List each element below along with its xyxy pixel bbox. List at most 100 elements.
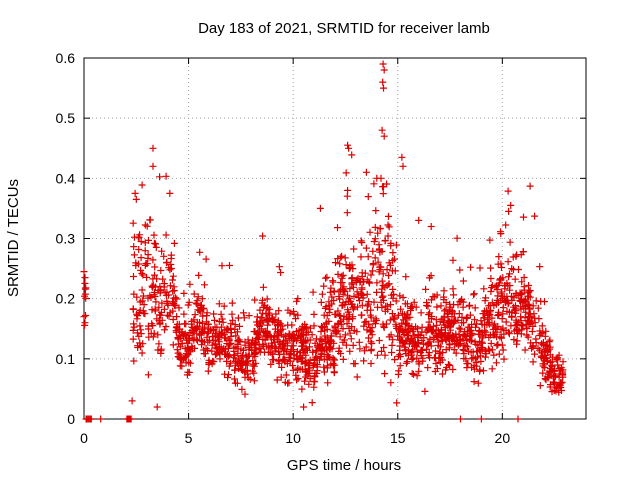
data-point	[218, 346, 226, 354]
data-point	[371, 223, 379, 231]
data-point	[464, 360, 472, 367]
data-point	[486, 236, 494, 244]
data-point	[367, 345, 375, 353]
data-point	[497, 276, 505, 284]
data-point	[478, 328, 486, 336]
data-point	[301, 377, 309, 385]
data-point	[519, 299, 527, 307]
data-point	[134, 342, 142, 350]
data-point	[506, 286, 514, 294]
data-point	[465, 336, 473, 344]
data-point	[324, 379, 332, 387]
data-point	[456, 266, 464, 274]
data-point	[437, 302, 445, 310]
data-point	[277, 373, 285, 381]
x-axis-label: GPS time / hours	[287, 457, 401, 474]
data-point	[135, 332, 143, 340]
data-point	[129, 335, 137, 343]
data-point	[414, 325, 422, 333]
data-point	[223, 340, 231, 348]
data-point	[127, 415, 135, 423]
data-point	[204, 367, 212, 375]
x-tick-label: 0	[80, 430, 88, 446]
data-point	[190, 290, 198, 298]
data-point	[361, 318, 369, 326]
data-point	[153, 403, 161, 411]
data-point	[350, 292, 358, 300]
y-tick-label: 0.2	[56, 291, 76, 307]
data-point	[161, 326, 168, 334]
data-point	[538, 352, 546, 360]
data-point	[332, 259, 339, 267]
data-point	[491, 331, 499, 339]
data-point	[499, 304, 507, 312]
data-point	[555, 373, 563, 381]
data-point	[498, 334, 505, 342]
data-point	[211, 316, 218, 324]
data-point	[249, 336, 256, 344]
data-point	[306, 324, 314, 332]
data-point	[353, 288, 361, 296]
data-point	[392, 320, 400, 328]
y-axis-label: SRMTID / TECUs	[5, 179, 22, 297]
data-point	[548, 388, 556, 396]
data-point	[328, 345, 336, 353]
data-point	[521, 346, 529, 354]
data-point	[370, 298, 378, 306]
data-point	[467, 327, 475, 335]
data-point	[157, 345, 165, 353]
data-point	[549, 353, 557, 361]
data-point	[445, 307, 453, 315]
data-point	[320, 311, 328, 319]
data-point	[157, 267, 165, 274]
data-point	[366, 311, 374, 319]
data-point	[143, 273, 151, 281]
data-point	[318, 324, 326, 332]
data-point	[181, 345, 189, 352]
data-point	[362, 343, 370, 351]
data-point	[262, 310, 270, 318]
data-point	[540, 357, 548, 365]
data-point	[335, 347, 343, 355]
data-point	[336, 295, 344, 303]
data-point	[149, 322, 157, 330]
data-point	[131, 189, 139, 197]
data-point	[528, 328, 536, 335]
data-point	[458, 319, 466, 327]
data-point	[293, 376, 301, 384]
data-point	[393, 399, 401, 407]
data-point	[476, 264, 484, 272]
data-point	[492, 359, 500, 367]
data-point	[385, 223, 393, 231]
data-point	[459, 346, 467, 354]
data-point	[394, 332, 402, 340]
data-point	[232, 343, 240, 351]
data-point	[146, 292, 154, 300]
data-point	[226, 262, 233, 269]
data-point	[129, 219, 137, 227]
data-point	[282, 371, 290, 379]
data-point	[398, 153, 406, 161]
data-point	[555, 382, 563, 390]
data-point	[477, 415, 485, 423]
data-point	[379, 78, 387, 86]
data-point	[378, 277, 386, 285]
data-point	[391, 267, 399, 275]
data-point	[251, 296, 259, 304]
data-point	[308, 331, 316, 339]
data-point	[138, 270, 146, 277]
data-point	[250, 377, 258, 385]
data-point	[453, 234, 461, 242]
data-point	[528, 344, 535, 352]
data-point	[162, 231, 170, 239]
data-point	[471, 354, 479, 362]
data-point	[144, 371, 152, 379]
data-point	[403, 337, 411, 345]
data-point	[393, 324, 401, 332]
data-point	[374, 258, 382, 266]
data-point	[362, 244, 370, 252]
data-point	[478, 344, 486, 352]
data-point	[133, 293, 141, 301]
data-point	[272, 333, 280, 341]
data-point	[140, 292, 147, 300]
